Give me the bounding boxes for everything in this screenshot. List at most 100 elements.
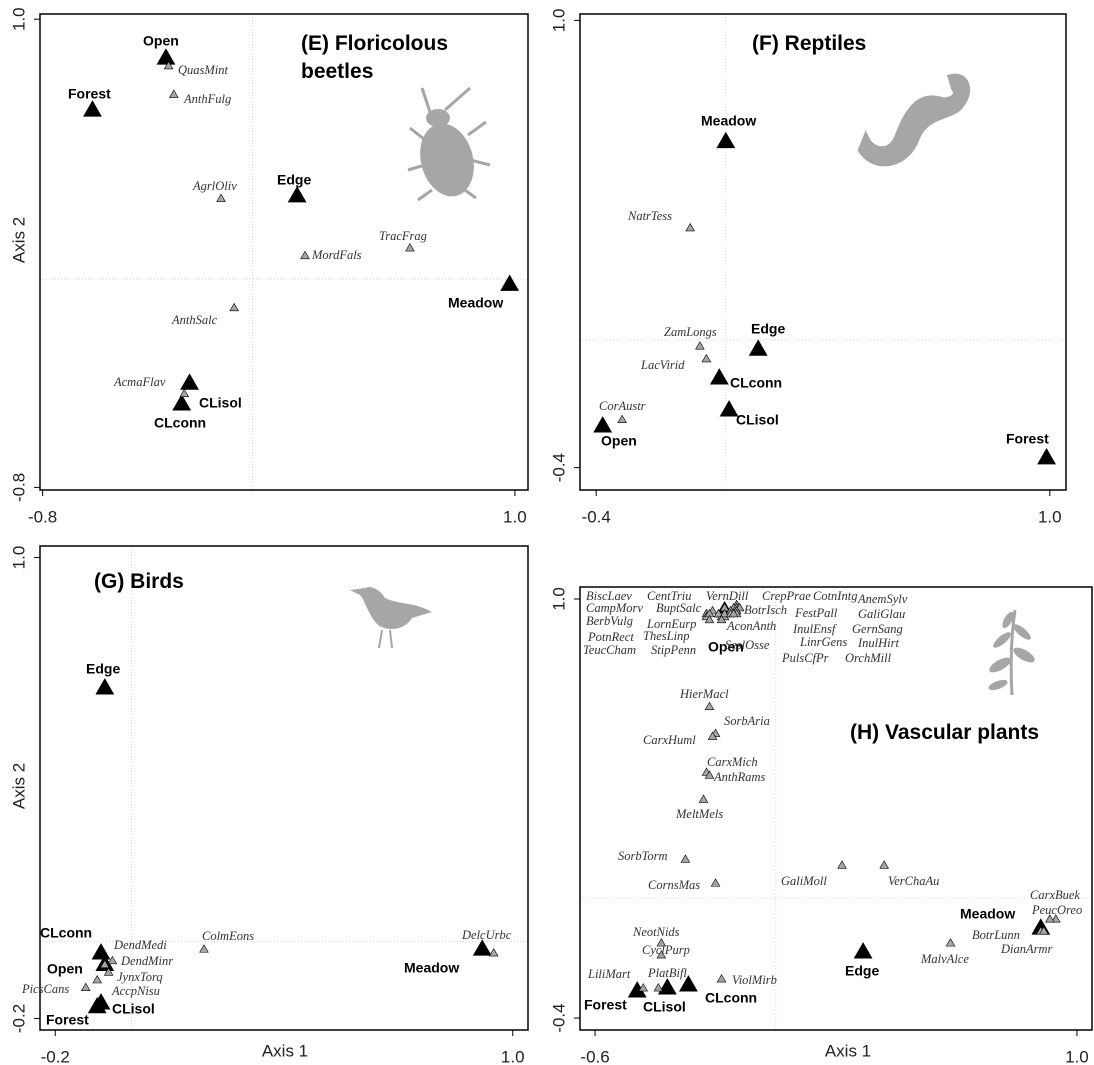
species-marker bbox=[711, 879, 720, 886]
x-tick-label: -0.2 bbox=[41, 1047, 70, 1065]
species-label: AgrlOliv bbox=[192, 179, 237, 193]
species-label: AccpNisu bbox=[111, 984, 160, 998]
species-label: DendMinr bbox=[120, 954, 173, 968]
site-label: Forest bbox=[68, 86, 111, 102]
site-label: Open bbox=[601, 433, 637, 449]
species-label: CarxBuek bbox=[1030, 888, 1080, 902]
species-label: AconAnth bbox=[726, 619, 776, 633]
species-label: TeucCham bbox=[583, 643, 636, 657]
species-marker bbox=[170, 90, 179, 97]
x-tick-label: 1.0 bbox=[503, 507, 527, 526]
species-label: GernSang bbox=[852, 622, 903, 636]
species-marker bbox=[93, 976, 102, 983]
site-label: Forest bbox=[1006, 431, 1049, 447]
species-label: SeslOsse bbox=[725, 638, 770, 652]
site-label: Meadow bbox=[404, 960, 459, 976]
site-label: Edge bbox=[277, 172, 311, 188]
species-marker bbox=[406, 244, 415, 251]
species-label: SorbTorm bbox=[618, 849, 668, 863]
species-marker bbox=[946, 939, 955, 946]
site-label: Meadow bbox=[960, 906, 1015, 922]
species-marker bbox=[681, 855, 690, 862]
species-label: PotnRect bbox=[587, 630, 634, 644]
species-label: PlatBifl bbox=[647, 966, 687, 980]
species-label: AnthFulg bbox=[183, 92, 231, 106]
species-label: CrepPrae bbox=[762, 589, 811, 603]
species-label: PicsCans bbox=[21, 982, 69, 996]
species-label: VerChaAu bbox=[888, 874, 939, 888]
species-marker bbox=[702, 355, 711, 362]
panel-title: (G) Birds bbox=[94, 568, 184, 596]
species-label: DelcUrbc bbox=[461, 928, 512, 942]
species-label: DendMedi bbox=[113, 938, 167, 952]
species-label: GaliGlau bbox=[858, 607, 905, 621]
site-label: CLisol bbox=[112, 1001, 155, 1017]
x-tick-label: -0.6 bbox=[580, 1047, 609, 1065]
species-label: CornsMas bbox=[648, 878, 700, 892]
site-marker bbox=[501, 276, 518, 291]
site-marker bbox=[181, 374, 198, 389]
species-marker bbox=[654, 984, 663, 991]
plot-frame bbox=[580, 14, 1066, 490]
species-label: CarxHuml bbox=[643, 733, 696, 747]
site-label: CLisol bbox=[643, 999, 686, 1015]
species-marker bbox=[301, 251, 310, 258]
panel-title: (E) Floricolous beetles bbox=[301, 30, 481, 86]
species-label: AcmaFlav bbox=[113, 375, 166, 389]
species-label: FestPall bbox=[794, 606, 838, 620]
species-label: BuptSalc bbox=[656, 601, 702, 615]
species-label: CarxMich bbox=[707, 755, 758, 769]
species-label: QuasMint bbox=[178, 63, 229, 77]
species-marker bbox=[686, 224, 695, 231]
panel-title: (F) Reptiles bbox=[752, 30, 866, 58]
species-marker bbox=[180, 389, 189, 396]
site-marker bbox=[750, 340, 767, 355]
species-label: NeotNids bbox=[632, 925, 680, 939]
site-marker bbox=[717, 133, 734, 148]
figure: -0.81.0-0.81.0Axis 2OpenForestEdgeMeadow… bbox=[0, 0, 1094, 1065]
x-tick-label: -0.4 bbox=[582, 507, 611, 526]
species-label: JynxTorq bbox=[117, 970, 163, 984]
y-tick-label: -0.4 bbox=[549, 453, 568, 482]
x-axis-label: Axis 1 bbox=[262, 1041, 308, 1060]
species-label: VernDill bbox=[706, 589, 749, 603]
species-label: CampMorv bbox=[586, 601, 643, 615]
site-label: CLisol bbox=[736, 412, 779, 428]
site-label: Edge bbox=[86, 661, 120, 677]
species-label: MordFals bbox=[311, 248, 362, 262]
species-label: ThesLinp bbox=[643, 629, 690, 643]
y-tick-label: 1.0 bbox=[9, 546, 28, 570]
site-marker bbox=[173, 395, 190, 410]
species-label: MalvAlce bbox=[920, 952, 969, 966]
species-label: LiliMart bbox=[587, 967, 631, 981]
x-tick-label: 1.0 bbox=[501, 1047, 525, 1065]
species-marker bbox=[217, 194, 226, 201]
species-label: AnemSylv bbox=[857, 592, 908, 606]
species-marker bbox=[108, 956, 117, 963]
site-marker bbox=[1038, 449, 1055, 464]
site-label: Edge bbox=[845, 963, 879, 979]
bird-icon bbox=[350, 587, 432, 648]
site-marker bbox=[92, 944, 109, 959]
species-label: LinrGens bbox=[799, 635, 847, 649]
species-marker bbox=[717, 975, 726, 982]
species-label: NatrTess bbox=[627, 209, 672, 223]
species-label: PulsCfPr bbox=[781, 651, 829, 665]
site-label: Open bbox=[143, 33, 179, 49]
y-tick-label: 1.0 bbox=[549, 587, 568, 611]
site-label: CLconn bbox=[705, 990, 757, 1006]
site-marker bbox=[474, 940, 491, 955]
species-marker bbox=[880, 861, 889, 868]
site-label: CLconn bbox=[730, 375, 782, 391]
site-marker bbox=[594, 417, 611, 432]
site-label: Forest bbox=[46, 1012, 89, 1028]
site-label: Edge bbox=[751, 321, 785, 337]
site-label: Meadow bbox=[701, 113, 756, 129]
panel-title: (H) Vascular plants bbox=[850, 719, 1039, 747]
y-tick-label: 1.0 bbox=[9, 7, 28, 31]
site-marker bbox=[855, 943, 872, 958]
x-tick-label: 1.0 bbox=[1065, 1047, 1089, 1065]
species-label: DianArmr bbox=[1000, 942, 1053, 956]
y-tick-label: -0.8 bbox=[9, 473, 28, 502]
species-marker bbox=[699, 795, 708, 802]
